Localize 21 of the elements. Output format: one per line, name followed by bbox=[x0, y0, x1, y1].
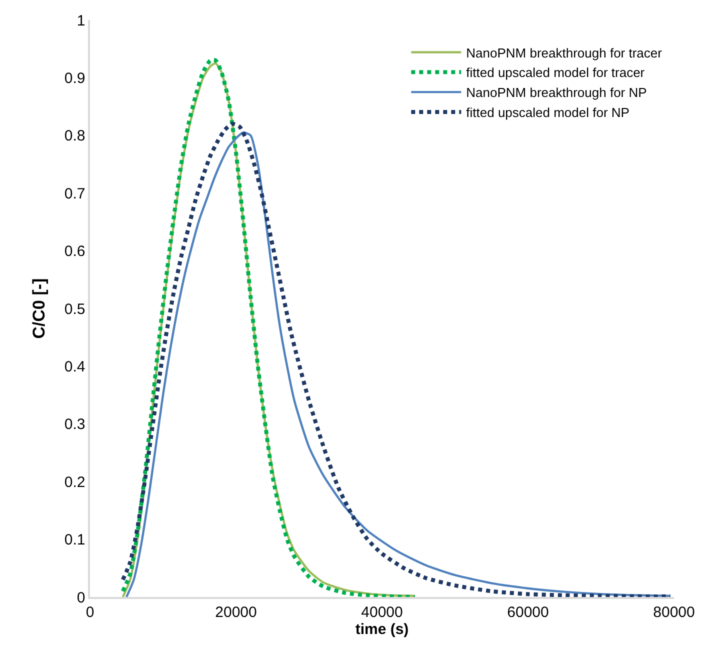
y-tick-label: 0.3 bbox=[64, 416, 86, 434]
legend-label: NanoPNM breakthrough for tracer bbox=[466, 45, 663, 60]
y-axis-title: C/C0 [-] bbox=[29, 278, 48, 339]
legend-label: fitted upscaled model for tracer bbox=[466, 65, 646, 80]
y-tick-label: 0.1 bbox=[64, 532, 86, 549]
y-tick-label: 0.7 bbox=[64, 185, 86, 202]
x-axis-title: time (s) bbox=[355, 620, 409, 638]
y-tick-label: 0.4 bbox=[64, 358, 86, 376]
y-tick-label: 0.6 bbox=[64, 243, 86, 260]
y-tick-label: 0 bbox=[76, 589, 86, 606]
x-tick-label: 80000 bbox=[653, 604, 695, 621]
y-tick-label: 0.5 bbox=[64, 300, 86, 318]
legend-label: NanoPNM breakthrough for NP bbox=[466, 85, 647, 100]
x-tick-label: 60000 bbox=[507, 604, 549, 621]
y-tick-label: 0.8 bbox=[64, 128, 86, 145]
y-tick-label: 0.9 bbox=[64, 70, 86, 87]
y-tick-label: 0.2 bbox=[64, 474, 86, 491]
x-tick-label: 40000 bbox=[361, 604, 403, 621]
y-tick-label: 1 bbox=[76, 12, 86, 30]
x-tick-label: 20000 bbox=[215, 604, 257, 621]
legend-label: fitted upscaled model for NP bbox=[466, 105, 630, 120]
